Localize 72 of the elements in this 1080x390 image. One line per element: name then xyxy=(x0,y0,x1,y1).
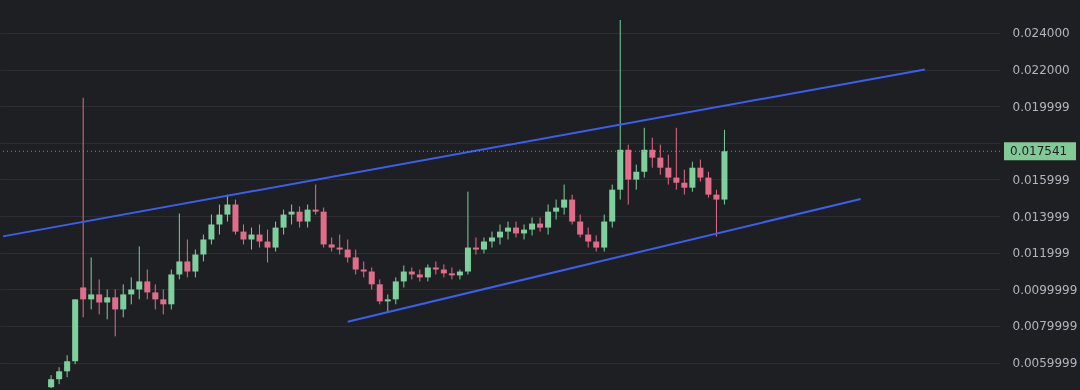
candlestick xyxy=(689,161,696,193)
candlestick xyxy=(585,227,592,249)
candlestick xyxy=(432,260,439,275)
candlestick xyxy=(424,263,431,282)
candlestick xyxy=(577,214,584,238)
candlestick xyxy=(64,354,71,378)
candlestick xyxy=(96,278,103,315)
candlestick xyxy=(376,278,383,305)
y-tick-label: 0.013999 xyxy=(1012,209,1070,224)
candlestick xyxy=(665,154,672,186)
candlestick xyxy=(152,283,159,310)
candlestick xyxy=(352,249,359,275)
candlestick xyxy=(641,127,648,179)
candlestick xyxy=(312,184,319,216)
candlestick xyxy=(120,283,127,318)
y-tick-label: 0.024000 xyxy=(1012,26,1070,41)
candlestick xyxy=(681,169,688,196)
candlestick xyxy=(368,267,375,290)
y-tick-label: 0.022000 xyxy=(1012,63,1070,78)
candlestick xyxy=(304,204,311,229)
candlestick xyxy=(264,229,271,264)
candlestick xyxy=(88,256,95,310)
candlestick xyxy=(104,288,111,320)
candlestick xyxy=(537,217,544,233)
candlestick xyxy=(649,137,656,169)
candlestick xyxy=(112,288,119,337)
candlestick xyxy=(280,209,287,236)
candlestick xyxy=(673,127,680,191)
ref-line-label: 0.017541 xyxy=(1010,144,1068,159)
candlestick xyxy=(80,97,87,318)
candlestick xyxy=(160,288,167,315)
candlestick xyxy=(480,236,487,254)
y-tick-label: 0.0079999 xyxy=(1012,319,1078,334)
y-tick-label: 0.019999 xyxy=(1012,99,1070,114)
candlestick xyxy=(488,231,495,249)
candlestick xyxy=(657,144,664,176)
y-tick-label: 0.0059999 xyxy=(1012,356,1078,371)
candlestick xyxy=(224,194,231,223)
candlestick xyxy=(192,249,199,278)
candlestick xyxy=(184,238,191,278)
candlestick xyxy=(697,159,704,183)
candlestick xyxy=(56,366,63,385)
y-tick-label: 0.011999 xyxy=(1012,246,1070,261)
candlestick xyxy=(248,227,255,251)
candlestick xyxy=(569,194,576,225)
candlestick xyxy=(296,206,303,229)
candlestick xyxy=(392,276,399,305)
y-tick-label: 0.0099999 xyxy=(1012,282,1078,297)
candlestick xyxy=(256,223,263,249)
candlestick xyxy=(448,267,455,280)
candlestick xyxy=(464,191,471,275)
candlestick xyxy=(553,199,560,221)
candlestick xyxy=(529,217,536,236)
candlestick xyxy=(400,264,407,288)
candlestick xyxy=(713,189,720,238)
candlestick xyxy=(128,276,135,305)
candlestick xyxy=(633,164,640,191)
candlestick xyxy=(705,171,712,199)
candlestick xyxy=(208,214,215,245)
candlestick xyxy=(336,234,343,256)
candlestick xyxy=(136,245,143,300)
candlestick xyxy=(472,236,479,256)
candlestick xyxy=(561,184,568,216)
candlestick xyxy=(288,204,295,225)
candlestick xyxy=(144,269,151,300)
candlestick xyxy=(176,212,183,280)
candlestick xyxy=(505,221,512,240)
y-tick-label: 0.015999 xyxy=(1012,172,1070,187)
candlestick xyxy=(272,221,279,253)
candlestick xyxy=(200,234,207,262)
candlestick xyxy=(545,204,552,236)
candlestick xyxy=(216,204,223,236)
